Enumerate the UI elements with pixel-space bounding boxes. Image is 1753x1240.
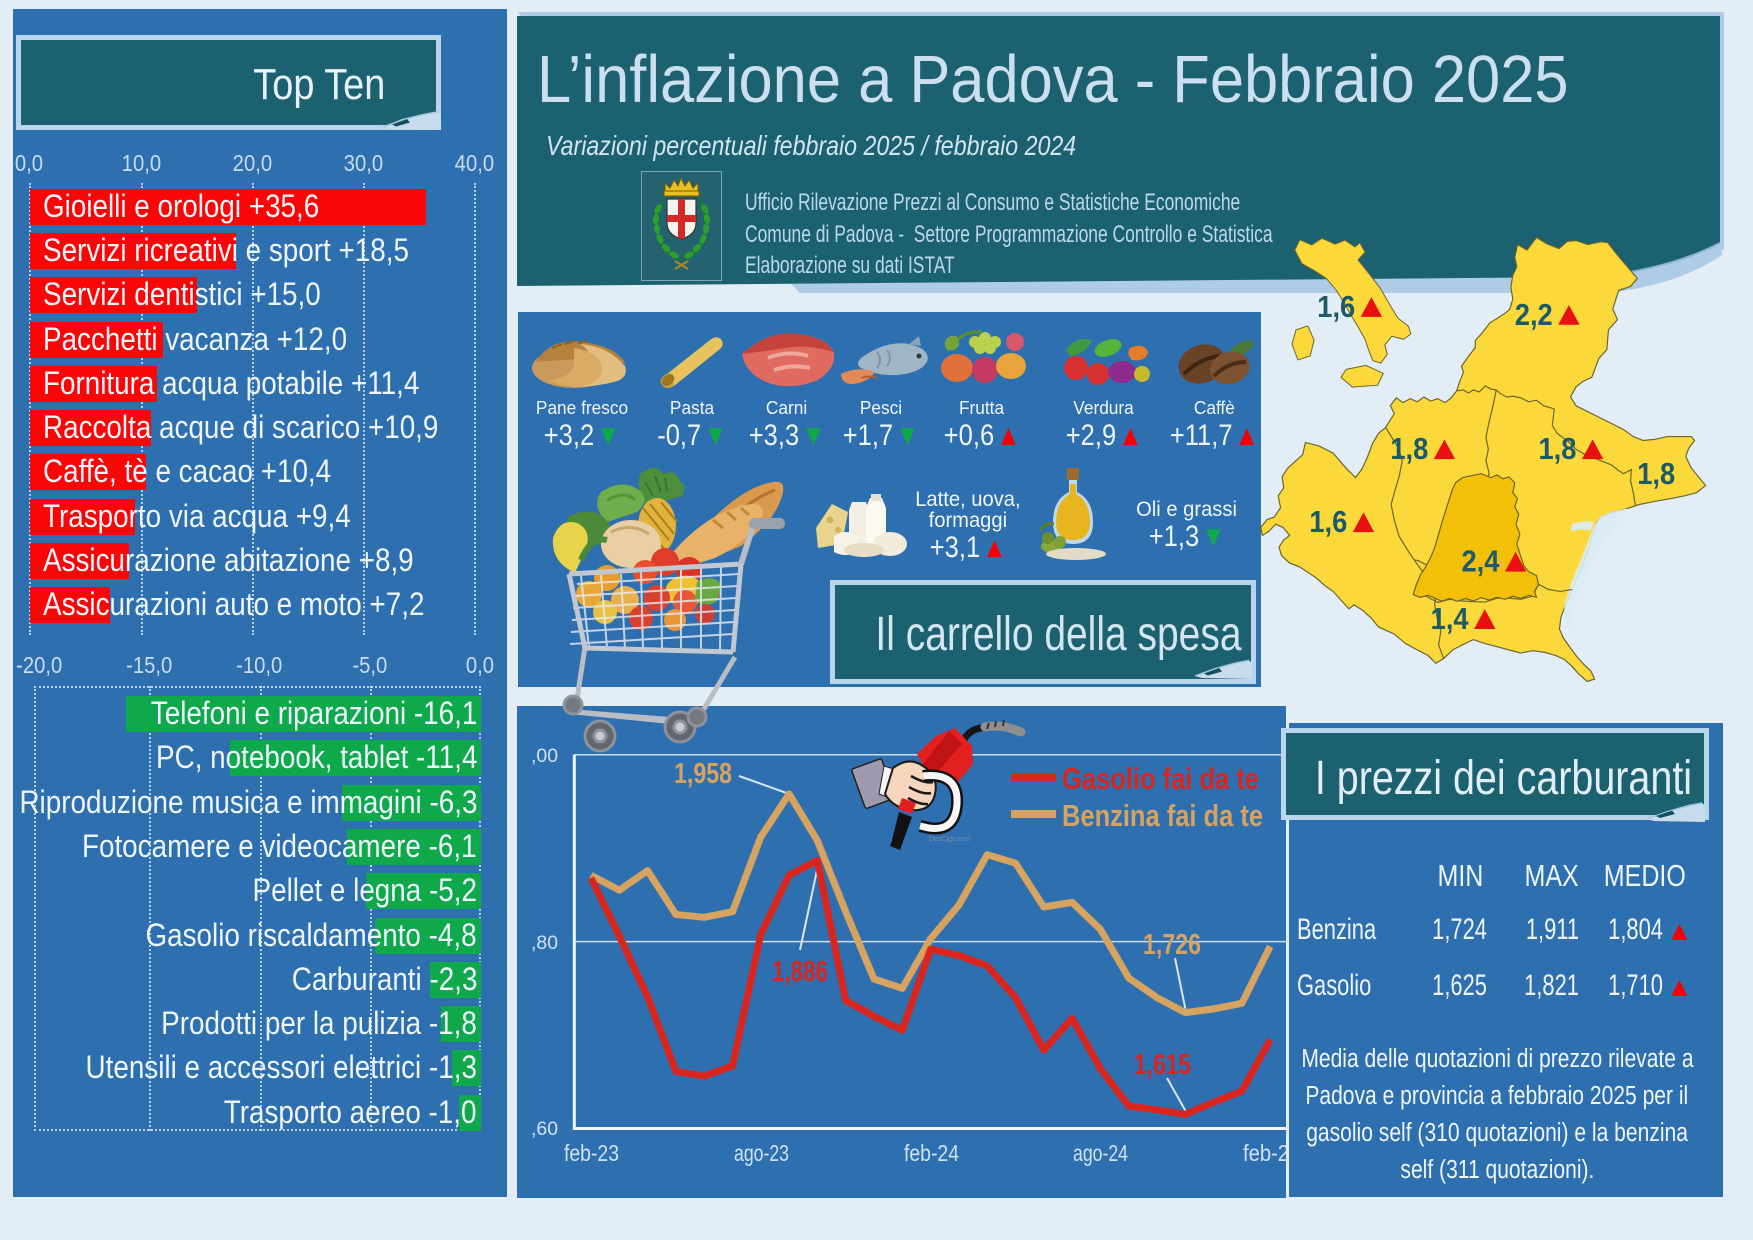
svg-text:ago-23: ago-23 bbox=[734, 1140, 789, 1166]
svg-text:1,6: 1,6 bbox=[1317, 289, 1355, 324]
svg-text:1,8: 1,8 bbox=[1637, 456, 1675, 491]
svg-text:2,4: 2,4 bbox=[1461, 544, 1499, 579]
svg-text:1,6: 1,6 bbox=[1309, 504, 1347, 539]
svg-text:feb-23: feb-23 bbox=[564, 1140, 619, 1166]
svg-text:2,2: 2,2 bbox=[1515, 297, 1553, 332]
svg-text:DesCigo.com: DesCigo.com bbox=[929, 836, 971, 843]
svg-text:feb-24: feb-24 bbox=[904, 1140, 959, 1166]
svg-text:1,4: 1,4 bbox=[1431, 601, 1469, 636]
svg-text:,80: ,80 bbox=[531, 933, 558, 954]
svg-text:Benzina fai da te: Benzina fai da te bbox=[1062, 798, 1263, 833]
svg-text:1,8: 1,8 bbox=[1538, 431, 1576, 466]
svg-text:1,615: 1,615 bbox=[1134, 1049, 1191, 1081]
svg-text:feb-2: feb-2 bbox=[1243, 1140, 1286, 1166]
svg-text:1,8: 1,8 bbox=[1390, 431, 1428, 466]
svg-text:1,886: 1,886 bbox=[772, 956, 828, 988]
svg-text:1,726: 1,726 bbox=[1143, 929, 1201, 961]
svg-text:1,958: 1,958 bbox=[674, 758, 732, 790]
svg-text:,00: ,00 bbox=[531, 746, 558, 767]
svg-text:,60: ,60 bbox=[531, 1119, 558, 1140]
svg-text:ago-24: ago-24 bbox=[1073, 1140, 1128, 1166]
svg-text:Gasolio fai da te: Gasolio fai da te bbox=[1062, 761, 1259, 796]
